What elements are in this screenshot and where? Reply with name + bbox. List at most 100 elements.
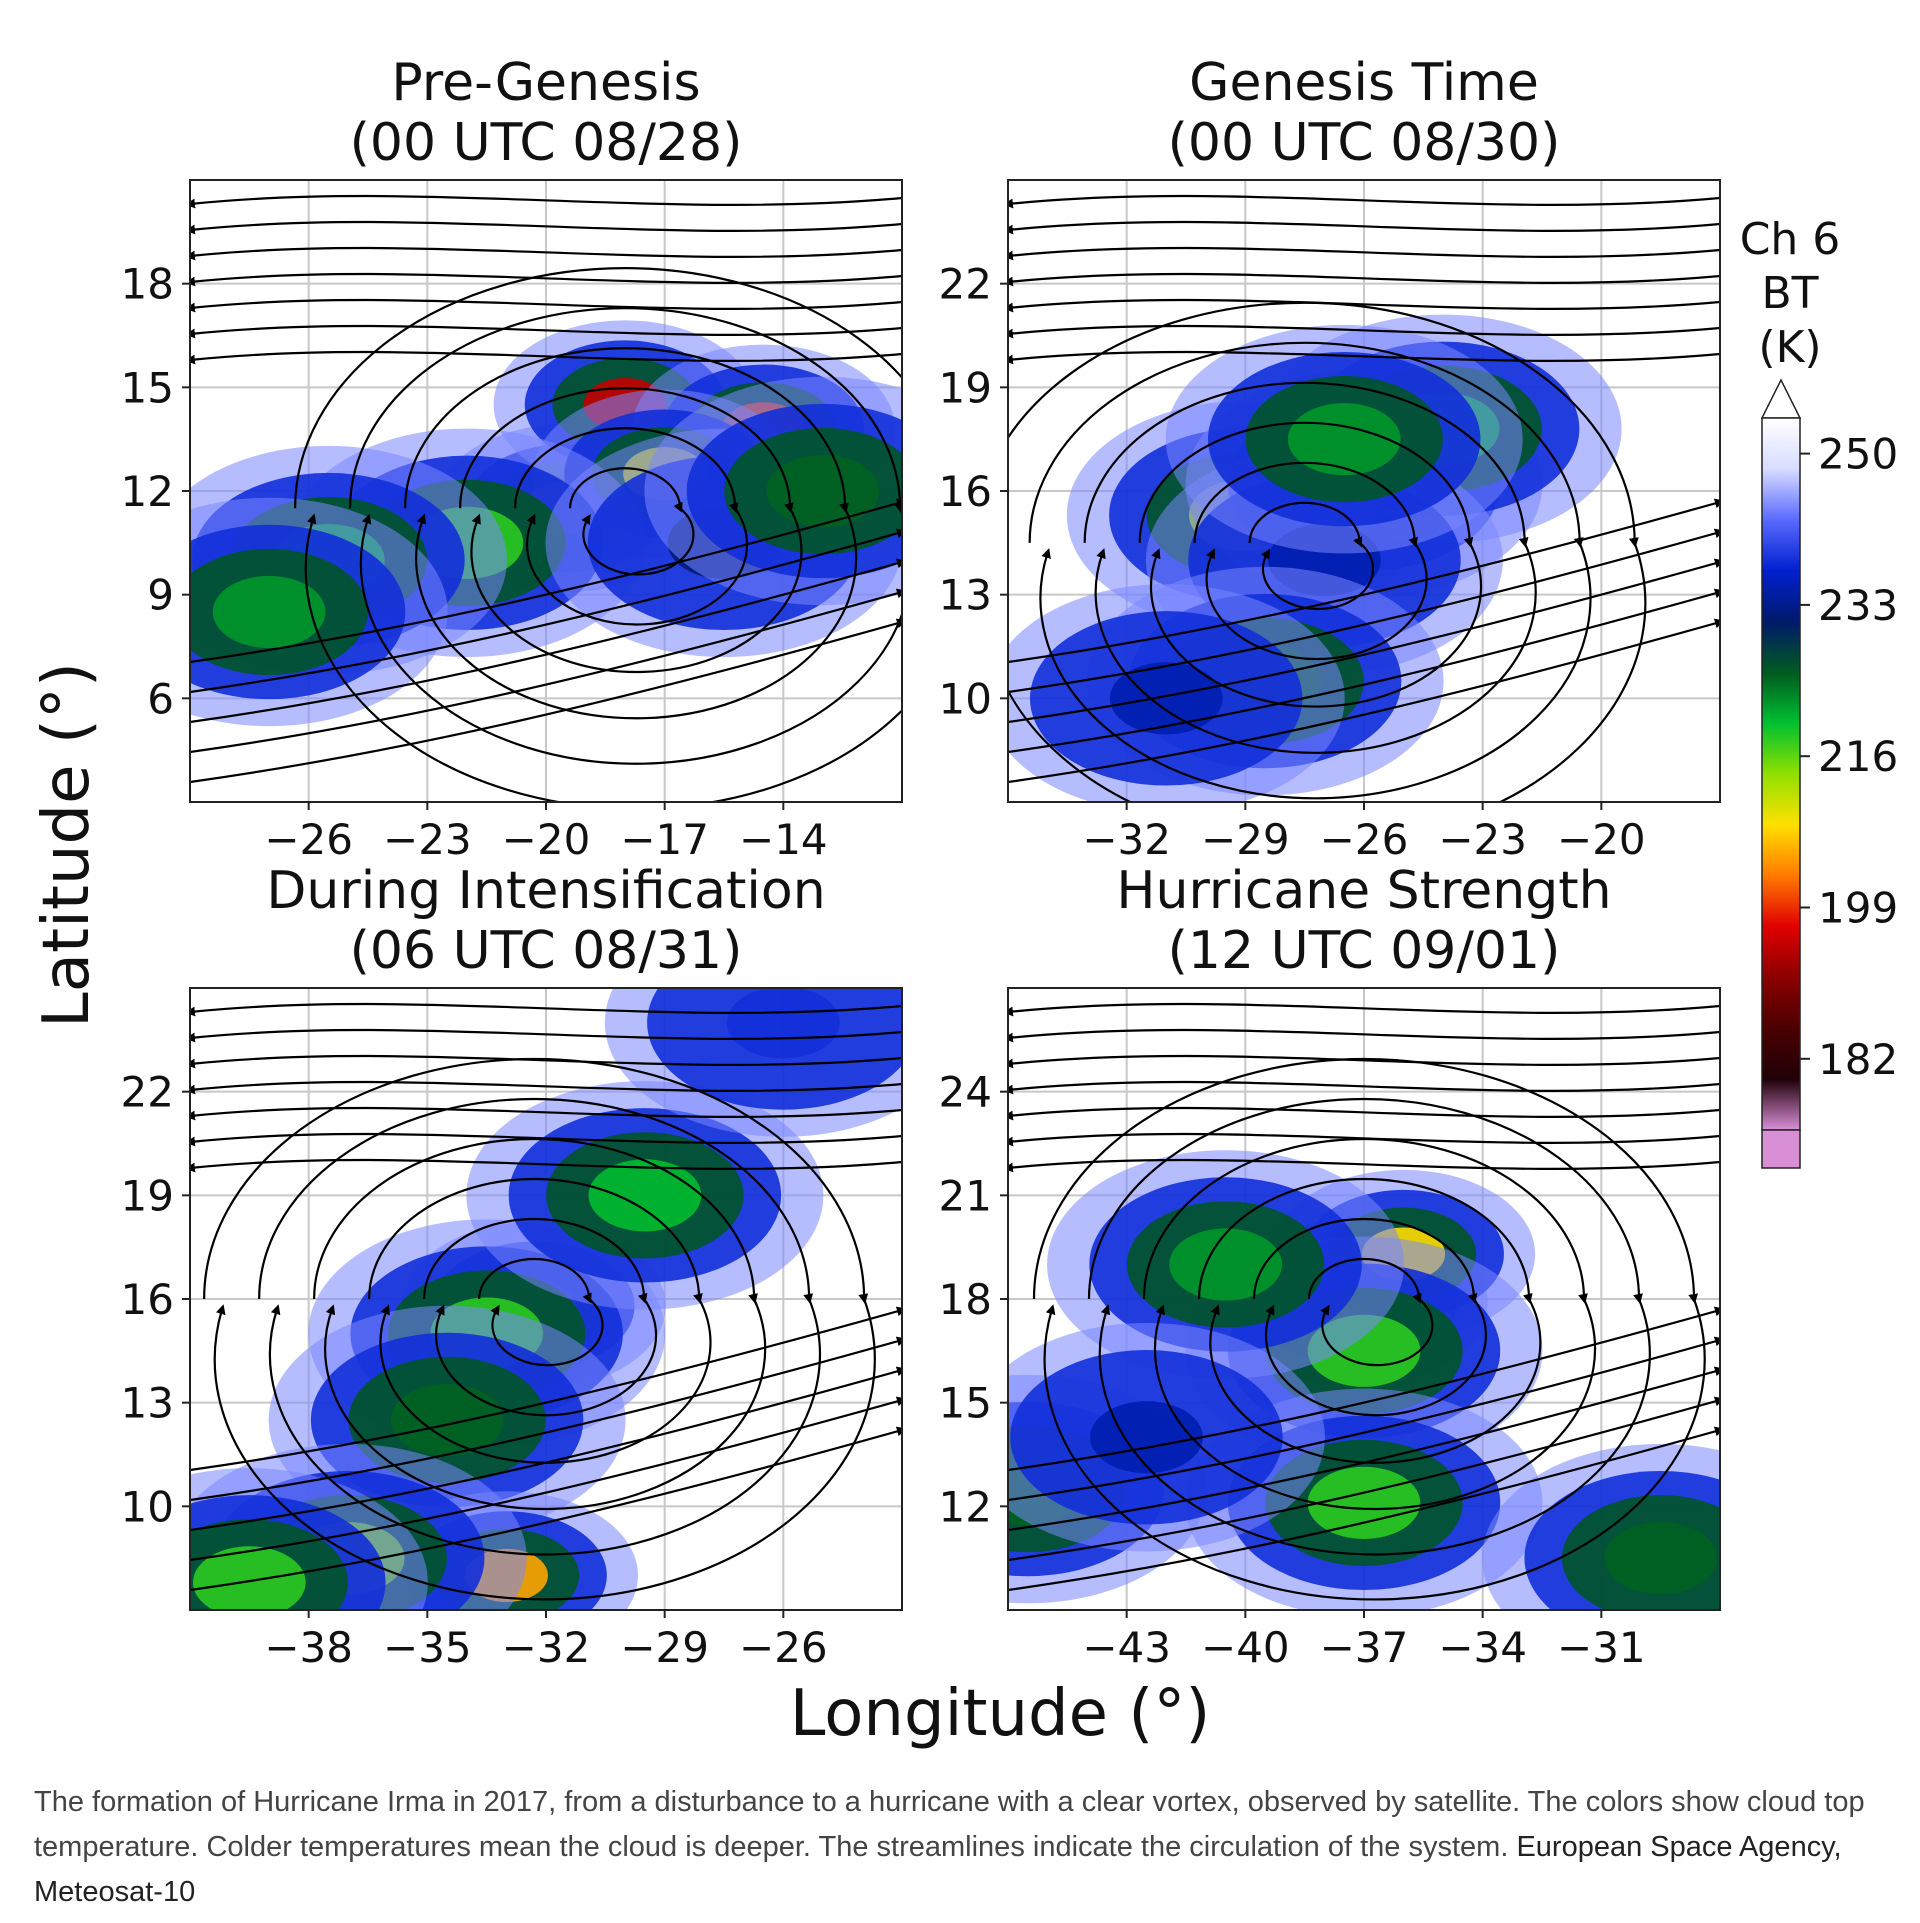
streamline [190,1132,902,1147]
x-tick-label: −29 [620,1623,709,1672]
caption-text: The formation of Hurricane Irma in 2017,… [34,1786,1865,1863]
streamline [459,387,803,674]
y-tick-label: 21 [939,1171,992,1220]
streamline [1008,324,1720,339]
x-tick-label: −32 [1082,815,1171,864]
streamline [1087,1097,1651,1556]
x-tick-label: −37 [1320,1623,1409,1672]
streamlines [1008,194,1720,802]
colorbar-extend-bottom [1761,1129,1801,1169]
streamline [313,1137,767,1511]
streamline [1138,421,1483,708]
panel-title: During Intensification [266,861,825,921]
streamline [1008,1106,1720,1121]
y-tick-label: 18 [121,260,174,309]
y-tick-label: 22 [121,1068,174,1117]
streamline [1008,1002,1720,1017]
x-tick-label: −32 [502,1623,591,1672]
colorbar-tick-label: 250 [1818,430,1898,479]
colorbar-label: Ch 6 [1740,214,1841,265]
streamline [1193,461,1428,661]
x-tick-label: −43 [1082,1623,1171,1672]
streamline [514,427,749,626]
x-tick-label: −17 [620,815,709,864]
panel-subtitle: (12 UTC 09/01) [1168,921,1561,981]
x-tick-label: −14 [739,815,828,864]
y-tick-label: 15 [939,1379,992,1428]
x-tick-label: −40 [1201,1623,1290,1672]
streamline [190,618,902,784]
y-tick-label: 6 [147,674,174,723]
streamline [1008,1080,1720,1095]
y-tick-label: 12 [939,1482,992,1531]
streamline [294,267,902,802]
colorbar-tick-label: 233 [1818,581,1898,630]
streamline [190,246,902,261]
panel-4: −43 −40 −37 −34 −31 12 15 18 21 24 Hurricane Stren… [939,861,1721,1672]
y-tick-label: 13 [939,571,992,620]
x-tick-label: −20 [1557,815,1646,864]
y-tick-label: 10 [121,1482,174,1531]
streamline [190,1306,902,1472]
colorbar-extend-top [1760,378,1802,419]
streamline [203,1057,876,1601]
streamline [1008,1336,1720,1502]
x-tick-label: −26 [1320,815,1409,864]
colorbar-label: (K) [1758,322,1821,373]
streamline [1008,272,1720,287]
streamline [1032,1057,1706,1601]
streamline [1008,1396,1720,1562]
cloud-field [190,988,902,1610]
streamline [190,350,902,365]
x-tick-label: −29 [1201,815,1290,864]
streamline [1008,350,1720,365]
streamline [1008,220,1720,235]
panel-subtitle: (00 UTC 08/30) [1168,113,1561,173]
streamline [190,272,902,287]
streamline [1008,1054,1720,1069]
streamline [1008,1028,1720,1043]
y-tick-label: 15 [121,363,174,412]
cloud-top [1090,1401,1203,1474]
cloud-top [1109,662,1223,735]
cloud-top [1287,403,1401,476]
streamlines [190,1002,902,1601]
panel-3: −38 −35 −32 −29 −26 10 13 16 19 22 During Intensif… [121,861,903,1672]
colorbar-label: BT [1761,268,1818,319]
colorbar-tick-label: 216 [1818,732,1898,781]
streamline [1028,341,1592,800]
caption-credit: European Space Agency, Meteosat-10 [34,1831,1842,1908]
streamline [1008,301,1647,802]
x-tick-label: −38 [264,1623,353,1672]
streamline [1008,558,1720,724]
cloud-top [1169,1228,1282,1301]
streamline [190,194,902,209]
cloud-top [1307,1466,1421,1539]
panel-1: −26 −23 −20 −17 −14 6 9 12 15 18 Pre-Genesis(00 UT… [121,53,903,864]
y-tick-label: 18 [939,1275,992,1324]
streamline [190,1028,902,1043]
streamline [423,1217,658,1417]
streamline [190,1396,902,1562]
streamline [190,498,902,664]
streamline [258,1097,821,1556]
x-tick-label: −31 [1557,1623,1646,1672]
streamline [190,588,902,754]
streamline [1008,1158,1720,1173]
streamline [368,1177,712,1464]
y-axis-label: Latitude (°) [30,662,104,1028]
streamline [190,1080,902,1095]
x-tick-label: −35 [383,1623,472,1672]
streamline [1008,1132,1720,1147]
streamline [1008,1306,1720,1472]
panel-2: −32 −29 −26 −23 −20 10 13 16 19 22 Genesis Time(00… [939,53,1721,864]
streamline [1008,1426,1720,1592]
panel-subtitle: (00 UTC 08/28) [350,113,743,173]
colorbar-tick-label: 182 [1818,1035,1898,1084]
streamlines [1008,1002,1720,1601]
streamline [190,220,902,235]
figure: −26 −23 −20 −17 −14 6 9 12 15 18 Pre-Genesis (00 UT… [30,53,1898,1751]
streamline [1008,618,1720,784]
streamline [190,324,902,339]
